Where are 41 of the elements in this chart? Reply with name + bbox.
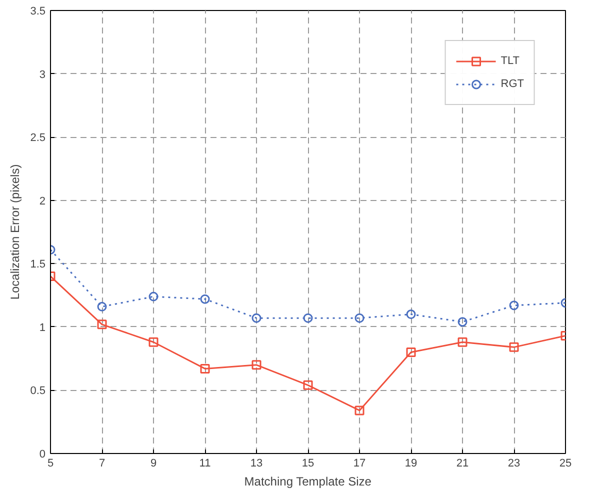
x-tick-label: 21 xyxy=(456,458,469,470)
point xyxy=(354,313,364,323)
x-tick-label: 17 xyxy=(353,458,366,470)
point xyxy=(252,360,262,370)
point xyxy=(354,406,364,416)
y-tick-label: 2.5 xyxy=(30,132,46,144)
y-axis-title: Localization Error (pixels) xyxy=(8,164,22,300)
x-tick-label: 13 xyxy=(250,458,263,470)
x-tick-label: 7 xyxy=(98,458,106,470)
point xyxy=(509,300,519,310)
y-tick-label: 1.5 xyxy=(30,258,46,271)
point xyxy=(97,320,107,330)
x-axis-title: Matching Template Size xyxy=(244,474,372,488)
point xyxy=(97,302,107,312)
y-tick-label: 0.5 xyxy=(30,385,46,398)
x-tick-label: 11 xyxy=(199,458,211,470)
point xyxy=(458,337,468,347)
y-tick-label: 3.5 xyxy=(30,6,46,18)
y-tick-label: 2 xyxy=(39,195,46,208)
point xyxy=(148,337,158,347)
x-tick-label: 19 xyxy=(404,458,418,470)
x-tick-label: 9 xyxy=(150,458,157,470)
point xyxy=(148,292,158,302)
point xyxy=(303,380,313,390)
legend-label: TLT xyxy=(500,55,521,67)
point xyxy=(406,347,416,357)
x-tick-label: 15 xyxy=(302,458,314,470)
legend-label: RGT xyxy=(500,78,524,90)
point xyxy=(200,364,210,374)
x-tick-label: 23 xyxy=(508,458,520,470)
point xyxy=(303,313,313,323)
point xyxy=(458,317,468,327)
point xyxy=(406,310,416,320)
point xyxy=(509,342,519,352)
y-tick-label: 3 xyxy=(39,68,46,81)
point xyxy=(200,294,210,304)
y-tick-label: 1 xyxy=(39,322,46,334)
x-tick-label: 5 xyxy=(47,458,54,470)
point xyxy=(252,313,262,323)
y-tick-label: 0 xyxy=(39,448,46,460)
x-tick-label: 25 xyxy=(559,458,572,470)
